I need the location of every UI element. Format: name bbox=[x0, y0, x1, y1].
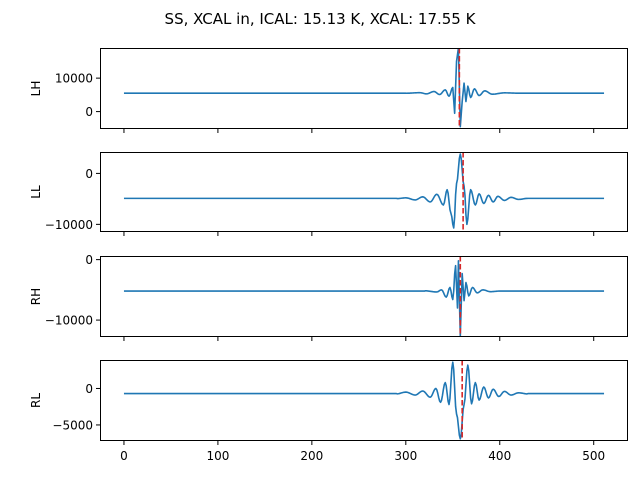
axes-frame-rl bbox=[100, 360, 628, 441]
chart-title: SS, XCAL in, ICAL: 15.13 K, XCAL: 17.55 … bbox=[165, 10, 477, 28]
panel-ll: −10000 0 LL bbox=[29, 152, 628, 236]
panel-rh: −10000 0 RH bbox=[29, 253, 628, 341]
y-axis-label-rh: RH bbox=[29, 288, 43, 305]
y-tick-label: 0 bbox=[85, 167, 93, 181]
series-line-rh bbox=[123, 260, 605, 337]
x-tick-label: 400 bbox=[488, 449, 511, 463]
y-tick-label: 0 bbox=[85, 253, 93, 267]
y-tick-label: −5000 bbox=[52, 418, 93, 432]
y-axis-label-rl: RL bbox=[29, 393, 43, 408]
y-tick-label: −10000 bbox=[45, 314, 93, 328]
y-tick-label: −10000 bbox=[45, 218, 93, 232]
x-tick-label: 300 bbox=[394, 449, 417, 463]
x-tick-label: 0 bbox=[120, 449, 128, 463]
y-tick-label: 0 bbox=[85, 105, 93, 119]
y-axis-label-lh: LH bbox=[29, 81, 43, 97]
panel-rl: −5000 0 0 100 200 300 400 500 RL bbox=[29, 360, 628, 463]
x-tick-label: 100 bbox=[206, 449, 229, 463]
series-line-lh bbox=[123, 48, 605, 128]
y-axis-label-ll: LL bbox=[29, 185, 43, 199]
panels-group: 0 10000 LH −10000 0 LL −10000 0 RH −5000 0 0 100 200 3… bbox=[29, 48, 628, 463]
panel-lh: 0 10000 LH bbox=[29, 48, 628, 133]
y-tick-label: 10000 bbox=[55, 72, 93, 86]
axes-frame-ll bbox=[100, 152, 628, 232]
axes-frame-rh bbox=[100, 256, 628, 337]
y-tick-label: 0 bbox=[85, 382, 93, 396]
x-tick-label: 500 bbox=[582, 449, 605, 463]
x-tick-label: 200 bbox=[300, 449, 323, 463]
series-line-rl bbox=[123, 361, 605, 440]
series-line-ll bbox=[123, 153, 605, 229]
axes-frame-lh bbox=[100, 48, 628, 129]
